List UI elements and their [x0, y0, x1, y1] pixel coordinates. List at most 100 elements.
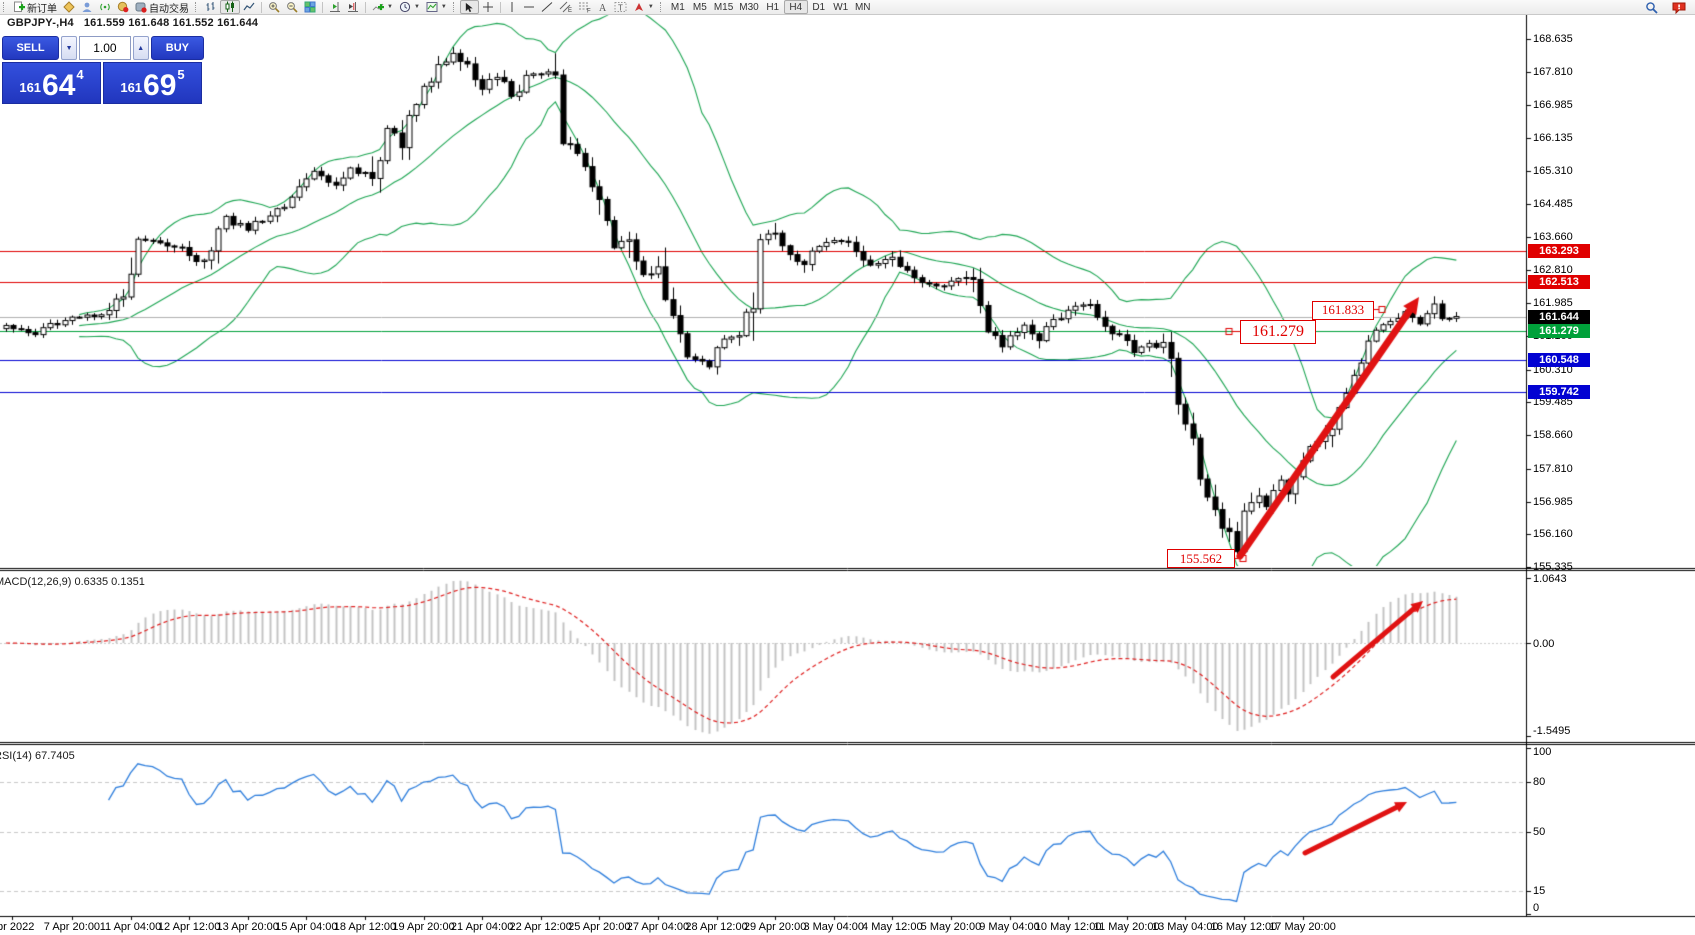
tile-windows-button[interactable] [301, 1, 319, 14]
horizontal-line-button[interactable] [520, 1, 538, 14]
new-order-button[interactable]: 新订单 [10, 1, 60, 15]
timeframe-m15[interactable]: M15 [713, 1, 734, 13]
zoom-out-button[interactable] [283, 1, 301, 14]
volume-up-button[interactable]: ▲ [132, 36, 149, 60]
bar-chart-icon [206, 2, 215, 11]
autotrading-button[interactable]: 自动交易 [132, 1, 192, 15]
panel-divider-rsi[interactable] [0, 740, 1695, 745]
line-chart-button[interactable] [240, 1, 258, 14]
macd-tick-label: 1.0643 [1533, 573, 1567, 586]
price-annotation[interactable]: 161.279 [1240, 320, 1316, 345]
time-tick-label: 16 May 12:00 [1210, 921, 1278, 933]
macd-tick-label: -1.5495 [1533, 725, 1571, 737]
arrows-button[interactable]: ▼ [630, 1, 657, 14]
timeframe-h4[interactable]: H4 [783, 0, 808, 14]
price-level-tag: 162.513 [1528, 275, 1590, 290]
time-tick-label: 18 Apr 12:00 [333, 921, 397, 933]
sell-button[interactable]: SELL [2, 36, 60, 60]
one-click-trading-panel: SELL ▼ 1.00 ▲ BUY 161 64 4 161 69 5 [2, 36, 205, 104]
dropdown-caret: ▼ [413, 4, 420, 10]
timeframe-d1[interactable]: D1 [812, 1, 826, 13]
triangle-down-icon: ▼ [65, 44, 73, 52]
price-tick-label: 166.135 [1533, 132, 1573, 145]
text-label-button[interactable]: T [611, 1, 630, 14]
notification-button[interactable] [1669, 1, 1689, 14]
toolbar: 新订单 自动交易 ▼ ▼ ▼ E F A T ▼ M1 M5 M15 M30 H1 H4 D… [0, 0, 1695, 15]
indicators-icon [372, 3, 384, 11]
fibonacci-button[interactable]: F [575, 1, 594, 14]
timeframe-w1[interactable]: W1 [833, 1, 849, 13]
time-tick-label: 10 May 12:00 [1034, 921, 1102, 933]
timeframe-m5[interactable]: M5 [692, 1, 707, 13]
text-button[interactable]: A [594, 1, 611, 14]
indicators-button[interactable]: ▼ [369, 1, 396, 14]
tile-windows-icon [304, 1, 316, 13]
search-button[interactable] [1642, 1, 1661, 14]
buy-price-pip: 5 [177, 67, 185, 82]
price-tick-label: 162.810 [1533, 264, 1573, 277]
bar-chart-button[interactable] [202, 1, 220, 14]
time-tick-label: 22 Apr 12:00 [509, 921, 572, 933]
volume-down-button[interactable]: ▼ [61, 36, 78, 60]
rsi-tick-label: 0 [1533, 902, 1540, 914]
time-tick-label: 21 Apr 04:00 [450, 921, 514, 933]
price-tick-label: 155.335 [1533, 561, 1573, 573]
community-button[interactable] [78, 1, 96, 14]
price-annotation[interactable]: 155.562 [1167, 549, 1235, 569]
vertical-line-button[interactable] [504, 1, 520, 14]
new-order-label: 新订单 [27, 3, 57, 15]
candlestick-chart-button[interactable] [220, 0, 240, 14]
price-level-tag: 161.279 [1528, 324, 1590, 339]
toolbar-separator [365, 1, 366, 13]
rsi-indicator-label: RSI(14) 67.7405 [0, 750, 75, 762]
trendline-button[interactable] [538, 1, 556, 14]
price-tick-label: 163.660 [1533, 230, 1573, 243]
cursor-button[interactable] [459, 0, 479, 14]
time-tick-label: 27 Apr 04:00 [626, 921, 690, 933]
chart-shift-icon [348, 2, 358, 12]
timeframe-m30[interactable]: M30 [739, 1, 759, 13]
price-tick-label: 167.810 [1533, 65, 1573, 78]
text-icon: A [599, 3, 607, 13]
periods-button[interactable]: ▼ [396, 1, 423, 14]
time-tick-label: 19 Apr 20:00 [392, 921, 455, 933]
zoom-in-icon [269, 2, 280, 13]
time-tick-label: 11 May 20:00 [1093, 921, 1160, 933]
zoom-in-button[interactable] [265, 1, 283, 14]
toolbar-grip[interactable] [3, 2, 7, 12]
timeframe-h1[interactable]: H1 [766, 1, 780, 13]
line-chart-icon [243, 2, 255, 11]
cursor-icon [465, 2, 473, 12]
time-tick-label: 15 Apr 04:00 [275, 921, 338, 933]
rsi-tick-label: 100 [1533, 746, 1552, 758]
crosshair-button[interactable] [479, 1, 497, 14]
templates-icon [426, 2, 438, 12]
timeframe-m1[interactable]: M1 [670, 1, 685, 13]
buy-button[interactable]: BUY [150, 36, 205, 60]
price-level-tag: 163.293 [1528, 244, 1590, 259]
buy-price-tile[interactable]: 161 69 5 [103, 62, 202, 104]
chart-shift-button[interactable] [344, 1, 362, 14]
timeframe-mn[interactable]: MN [854, 1, 871, 13]
volume-input[interactable]: 1.00 [79, 36, 131, 60]
templates-button[interactable]: ▼ [423, 1, 450, 14]
auto-scroll-button[interactable] [326, 1, 344, 14]
price-tick-label: 165.310 [1533, 165, 1573, 177]
metaeditor-button[interactable] [60, 1, 78, 14]
price-tick-label: 168.635 [1533, 33, 1573, 45]
market-button[interactable] [114, 1, 132, 14]
toolbar-grip[interactable] [452, 2, 457, 12]
toolbar-separator [261, 1, 262, 13]
toolbar-separator [322, 1, 323, 13]
price-annotation[interactable]: 161.833 [1312, 300, 1374, 320]
market-icon [117, 1, 129, 13]
price-tick-label: 161.985 [1533, 297, 1573, 309]
panel-divider-macd[interactable] [0, 566, 1695, 571]
candlestick-icon [225, 1, 234, 12]
toolbar-grip[interactable] [195, 2, 199, 12]
signals-button[interactable] [96, 1, 114, 14]
sell-price-tile[interactable]: 161 64 4 [2, 62, 101, 104]
toolbar-grip[interactable] [659, 2, 664, 12]
channel-button[interactable]: E [556, 1, 575, 14]
